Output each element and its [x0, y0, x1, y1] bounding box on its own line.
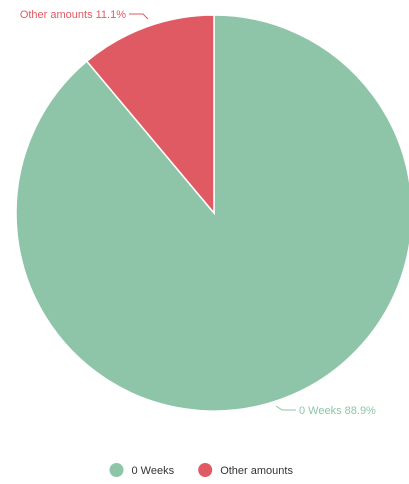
pie-slice-other-amounts: [85, 14, 215, 216]
callout-line-other-amounts: [129, 13, 149, 20]
pie-callouts: 0 Weeks 88.9% Other amounts 11.1%: [20, 9, 376, 417]
callout-label-0-weeks: 0 Weeks 88.9%: [299, 405, 376, 417]
pie-slice-0-weeks: [15, 14, 409, 412]
legend-label-other-amounts: Other amounts: [220, 465, 293, 477]
legend-marker-other-amounts: [198, 463, 213, 477]
legend: 0 Weeks Other amounts: [109, 463, 293, 477]
legend-marker-0-weeks: [109, 463, 124, 477]
pie-slices: [15, 14, 409, 412]
legend-label-0-weeks: 0 Weeks: [132, 465, 175, 477]
callout-line-0-weeks: [275, 405, 296, 411]
callout-label-other-amounts: Other amounts 11.1%: [20, 9, 126, 21]
